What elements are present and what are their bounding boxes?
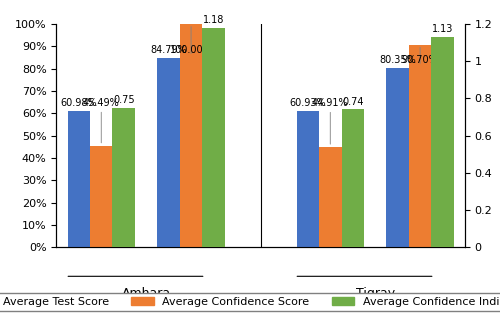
Text: 44.91%: 44.91% — [312, 99, 348, 108]
Bar — [296, 111, 319, 247]
Text: 90.70%: 90.70% — [402, 55, 438, 65]
Text: 0.74: 0.74 — [342, 97, 363, 107]
Bar — [342, 109, 364, 247]
Bar — [112, 108, 135, 247]
Bar — [90, 146, 112, 247]
Text: 1.18: 1.18 — [203, 15, 224, 25]
Text: 1.13: 1.13 — [432, 24, 453, 34]
Bar — [202, 28, 224, 247]
Bar — [68, 111, 90, 247]
Text: 60.93%: 60.93% — [290, 99, 326, 108]
Text: 60.98%: 60.98% — [60, 98, 97, 108]
Text: 0.75: 0.75 — [113, 95, 134, 105]
Bar — [319, 147, 342, 247]
Bar — [432, 37, 454, 247]
Bar — [409, 45, 432, 247]
Text: 84.79%: 84.79% — [150, 45, 187, 55]
Text: Tigray: Tigray — [356, 288, 395, 301]
Bar — [386, 68, 409, 247]
Text: 100.00%: 100.00% — [170, 45, 212, 55]
Text: Amhara: Amhara — [122, 288, 170, 301]
Bar — [180, 24, 203, 247]
Bar — [158, 58, 180, 247]
Text: 80.35%: 80.35% — [380, 55, 416, 65]
Legend: Average Test Score, Average Confidence Score, Average Confidence Indicator: Average Test Score, Average Confidence S… — [0, 293, 500, 311]
Text: 45.49%: 45.49% — [83, 98, 120, 108]
